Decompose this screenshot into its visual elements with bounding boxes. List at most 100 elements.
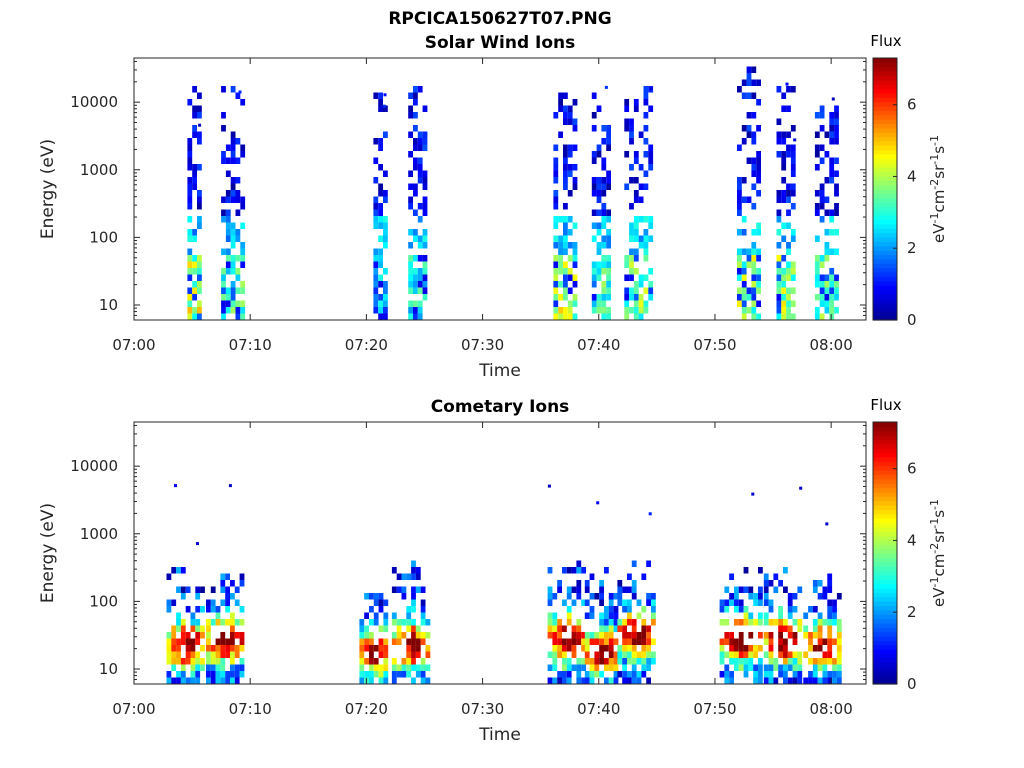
flux-cell — [631, 664, 637, 671]
colorbar-tick-label: 4 — [907, 531, 917, 549]
colorbar-segment — [873, 574, 897, 580]
flux-cell — [819, 287, 825, 294]
flux-cell — [643, 235, 649, 242]
flux-cell — [566, 671, 572, 678]
flux-cell — [417, 131, 423, 138]
flux-cell — [558, 307, 563, 314]
flux-cell — [567, 274, 573, 281]
flux-cell — [220, 677, 226, 684]
flux-cell — [748, 593, 754, 600]
flux-cell — [553, 216, 559, 223]
flux-cell — [373, 248, 379, 255]
flux-cell — [786, 294, 791, 301]
flux-cell — [235, 235, 241, 242]
flux-cell — [589, 573, 595, 580]
colorbar-segment — [873, 271, 897, 277]
flux-cell — [829, 138, 835, 145]
flux-cell — [190, 612, 196, 619]
flux-cell — [417, 300, 423, 307]
plot-area — [134, 422, 866, 684]
flux-cell — [741, 79, 747, 86]
flux-cell — [230, 677, 235, 684]
colorbar-segment — [873, 263, 897, 269]
flux-cell — [719, 599, 725, 606]
flux-cell — [417, 235, 423, 242]
flux-cell — [836, 658, 842, 665]
flux-cell — [751, 307, 757, 314]
x-tick-label: 07:50 — [693, 700, 736, 718]
flux-cell — [646, 677, 651, 684]
colorbar-segment — [873, 276, 897, 282]
flux-cell — [566, 593, 572, 600]
flux-cell — [627, 658, 632, 665]
flux-cell — [778, 638, 783, 645]
flux-cell — [786, 307, 791, 314]
flux-cell — [824, 229, 830, 236]
colorbar-tick-label: 2 — [907, 239, 917, 257]
flux-cell — [817, 593, 823, 600]
flux-cell — [563, 261, 568, 268]
flux-cell — [829, 307, 835, 314]
flux-cell — [359, 645, 365, 652]
flux-cell — [589, 612, 595, 619]
flux-cell — [776, 268, 782, 275]
flux-cell — [235, 268, 241, 275]
flux-cell — [638, 281, 644, 288]
flux-cell — [624, 125, 630, 132]
flux-cell — [636, 658, 642, 665]
flux-cell — [596, 144, 602, 151]
flux-cell — [373, 645, 379, 652]
flux-cell — [240, 287, 246, 294]
flux-cell — [737, 183, 742, 190]
flux-cell — [781, 131, 787, 138]
flux-cell — [776, 209, 782, 216]
flux-cell — [391, 671, 397, 678]
flux-cell — [225, 216, 231, 223]
flux-cell — [648, 157, 654, 164]
flux-cell — [391, 619, 397, 626]
flux-cell — [633, 151, 639, 158]
flux-cell — [648, 105, 654, 112]
flux-cell — [373, 612, 379, 619]
flux-cell — [631, 671, 637, 678]
flux-cell — [230, 242, 236, 249]
flux-cell — [197, 203, 202, 210]
flux-cell — [786, 144, 791, 151]
flux-cell — [187, 196, 193, 203]
flux-cell — [638, 216, 644, 223]
flux-cell — [234, 586, 240, 593]
colorbar-segment — [873, 448, 897, 454]
flux-cell — [378, 138, 383, 145]
flux-cell — [413, 255, 418, 262]
flux-cell — [724, 671, 730, 678]
colorbar-segment — [873, 500, 897, 506]
flux-cell — [391, 664, 397, 671]
flux-cell — [408, 112, 413, 119]
flux-cell — [832, 638, 837, 645]
flux-cell — [741, 281, 747, 288]
flux-cell — [651, 606, 656, 613]
colorbar-segment — [873, 631, 897, 637]
flux-cell — [792, 606, 798, 613]
flux-cell — [200, 606, 205, 613]
flux-cell — [185, 632, 191, 639]
flux-cell — [629, 164, 634, 171]
flux-cell — [633, 307, 639, 314]
flux-cell — [572, 164, 578, 171]
flux-cell — [221, 313, 226, 320]
flux-cell — [373, 599, 379, 606]
flux-cell — [422, 287, 428, 294]
flux-cell — [790, 170, 796, 177]
flux-cell — [834, 281, 839, 288]
flux-cell — [230, 86, 236, 93]
flux-cell — [622, 599, 627, 606]
flux-cell — [192, 255, 197, 262]
flux-cell — [378, 209, 383, 216]
flux-cell — [210, 658, 216, 665]
flux-cell — [225, 268, 231, 275]
flux-cell — [741, 229, 747, 236]
flux-cell — [633, 255, 639, 262]
flux-cell — [567, 313, 573, 320]
flux-cell — [417, 255, 423, 262]
flux-cell — [553, 170, 559, 177]
